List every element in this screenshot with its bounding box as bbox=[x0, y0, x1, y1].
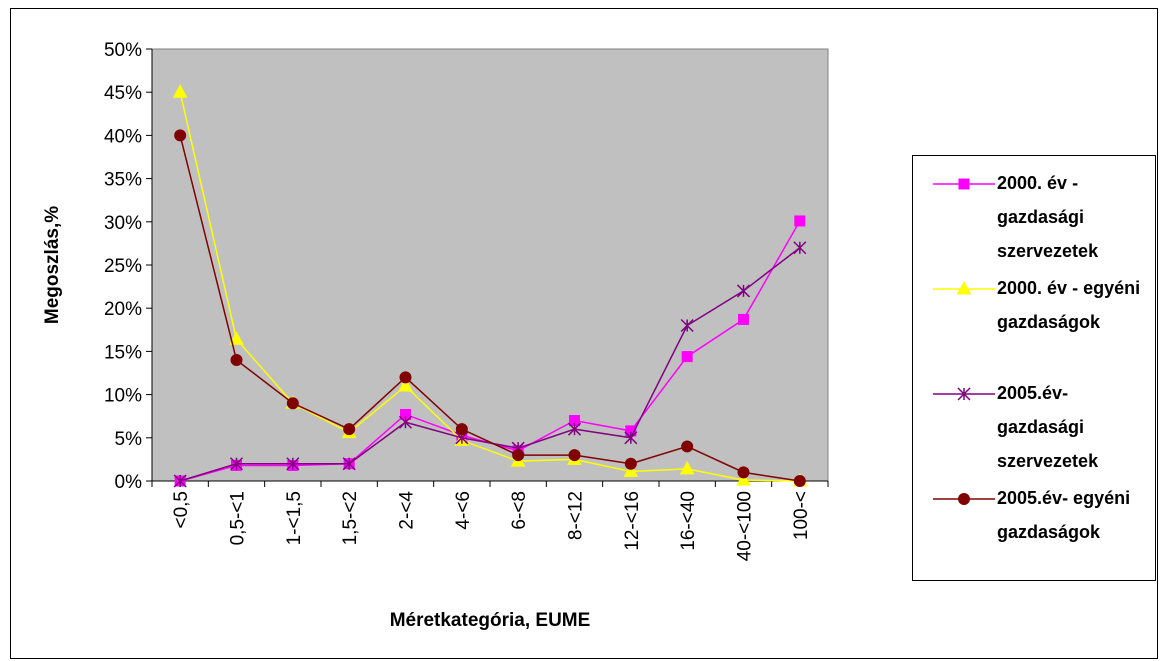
x-tick-label: 40-<100 bbox=[735, 491, 756, 561]
x-tick-label: <0,5 bbox=[171, 491, 192, 529]
x-tick-label: 12-<16 bbox=[622, 491, 643, 551]
y-tick-label: 30% bbox=[104, 213, 142, 234]
marker bbox=[172, 84, 188, 98]
marker bbox=[680, 318, 694, 333]
marker bbox=[958, 493, 970, 505]
x-tick-label: 1-<1,5 bbox=[284, 491, 305, 545]
series-line bbox=[179, 135, 800, 482]
x-tick-label: 16-<40 bbox=[678, 491, 699, 551]
y-tick-label: 45% bbox=[104, 83, 142, 104]
marker bbox=[343, 423, 356, 436]
y-tick-label: 10% bbox=[104, 386, 142, 407]
plot-area bbox=[151, 48, 829, 482]
legend: 2000. év - gazdasági szervezetek 2000. év… bbox=[912, 155, 1156, 581]
marker bbox=[738, 313, 749, 325]
y-tick-label: 0% bbox=[115, 472, 143, 493]
marker bbox=[398, 377, 413, 392]
marker bbox=[681, 440, 694, 453]
x-tick-label: 100-< bbox=[791, 491, 812, 540]
marker bbox=[173, 474, 187, 488]
marker bbox=[793, 475, 806, 487]
marker bbox=[455, 423, 468, 436]
x-tick-label: 4-<6 bbox=[453, 491, 474, 530]
marker bbox=[624, 431, 638, 445]
legend-label: 2000. év - gazdasági szervezetek bbox=[997, 173, 1099, 261]
legend-symbol bbox=[933, 493, 995, 505]
marker bbox=[958, 178, 970, 190]
legend-label: 2005.év- egyéni gazdaságok bbox=[997, 488, 1131, 542]
legend-label: 2005.év- gazdasági szervezetek bbox=[997, 383, 1099, 471]
marker bbox=[623, 463, 639, 477]
marker bbox=[342, 457, 356, 471]
legend-symbol bbox=[933, 280, 995, 295]
marker bbox=[737, 466, 750, 479]
legend-symbol bbox=[933, 178, 995, 190]
marker bbox=[286, 457, 300, 471]
marker bbox=[568, 449, 581, 462]
y-tick-label: 15% bbox=[104, 342, 142, 363]
x-tick-label: 8-<12 bbox=[566, 491, 587, 540]
y-tick-label: 25% bbox=[104, 256, 142, 277]
marker bbox=[793, 241, 807, 255]
marker bbox=[399, 371, 412, 384]
x-tick-label: 6-<8 bbox=[509, 491, 530, 530]
series-line bbox=[179, 92, 800, 482]
marker bbox=[794, 215, 806, 227]
series-line bbox=[179, 247, 801, 482]
marker bbox=[736, 284, 751, 298]
marker bbox=[174, 129, 187, 142]
marker bbox=[286, 397, 299, 410]
marker bbox=[679, 460, 695, 475]
marker bbox=[229, 457, 244, 471]
y-tick-label: 35% bbox=[104, 170, 142, 191]
marker bbox=[567, 422, 582, 436]
marker bbox=[736, 472, 751, 486]
y-tick-label: 40% bbox=[104, 126, 142, 147]
marker bbox=[956, 280, 972, 295]
y-tick-label: 50% bbox=[104, 40, 142, 61]
legend-label: 2000. év - egyéni gazdaságok bbox=[997, 278, 1141, 332]
x-tick-label: 1,5-<2 bbox=[340, 491, 361, 545]
y-axis-label: Megoszlás,% bbox=[42, 206, 63, 324]
marker bbox=[957, 387, 971, 401]
marker bbox=[230, 354, 243, 367]
marker bbox=[681, 351, 693, 363]
x-axis-label: Méretkategória, EUME bbox=[390, 610, 591, 631]
x-tick-label: 0,5-<1 bbox=[228, 491, 249, 545]
y-tick-label: 20% bbox=[104, 299, 142, 320]
legend-symbol bbox=[933, 387, 995, 401]
marker bbox=[624, 457, 637, 470]
y-tick-label: 5% bbox=[115, 429, 143, 450]
marker bbox=[398, 415, 413, 429]
x-tick-label: 2-<4 bbox=[397, 491, 418, 530]
marker bbox=[512, 449, 525, 462]
marker bbox=[229, 331, 244, 345]
